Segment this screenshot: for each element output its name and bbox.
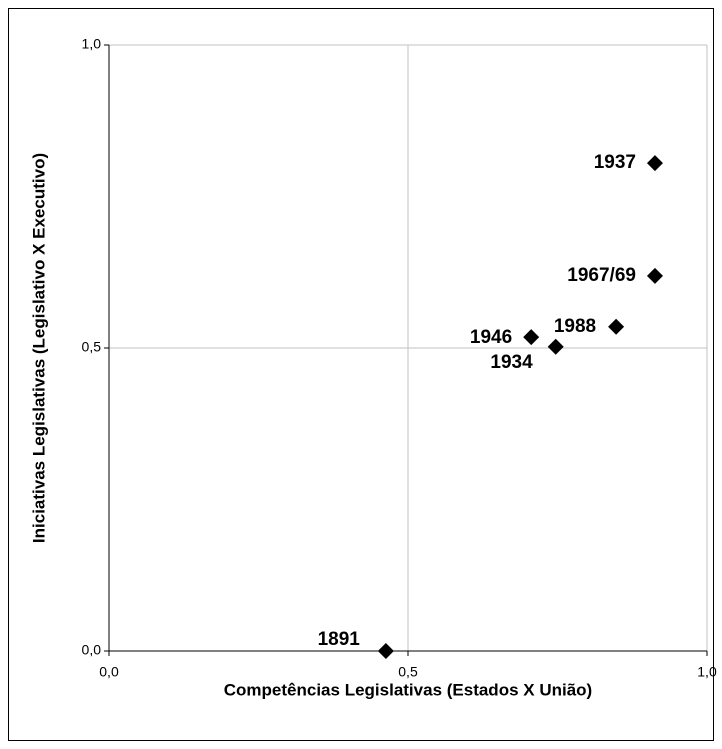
point (377, 643, 394, 659)
point-label: 1988 (554, 316, 596, 337)
point-label: 1891 (318, 629, 361, 650)
point-label: 1937 (594, 152, 636, 173)
y-tick-label: 1,0 (82, 36, 102, 52)
y-tick-label: 0,5 (82, 339, 102, 355)
point (646, 267, 663, 284)
point-label: 1967/69 (567, 265, 636, 286)
x-tick-label: 0,5 (398, 664, 418, 680)
point (523, 329, 540, 346)
point (547, 338, 564, 355)
point-label: 1946 (470, 327, 512, 348)
point (646, 155, 663, 172)
chart-frame (8, 8, 714, 741)
x-tick-label: 1,0 (697, 664, 717, 680)
x-tick-label: 0,0 (99, 664, 119, 680)
y-tick-label: 0,0 (82, 642, 102, 658)
y-axis-title: Iniciativas Legislativas (Legislativo X … (29, 153, 48, 543)
x-axis-title: Competências Legislativas (Estados X Uni… (224, 680, 592, 699)
point-label: 1934 (490, 352, 533, 373)
point (608, 318, 625, 335)
